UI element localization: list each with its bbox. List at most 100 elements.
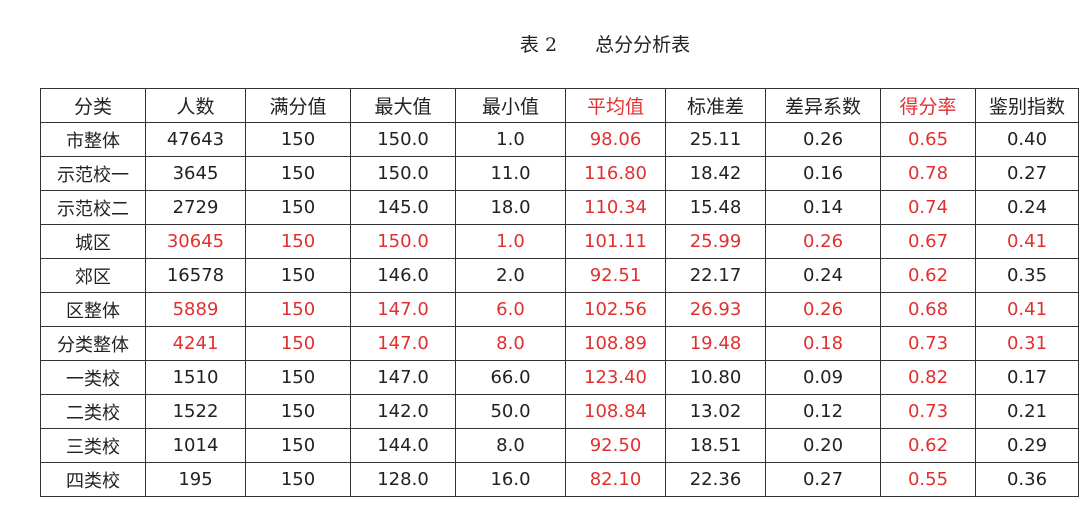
header-cell: 满分值 xyxy=(245,88,351,123)
cell: 147.0 xyxy=(350,326,456,361)
cell: 150 xyxy=(245,190,351,225)
cell: 4241 xyxy=(145,326,246,361)
table-row: 二类校 1522 150 142.0 50.0 108.84 13.02 0.12 0.73 0.… xyxy=(40,394,1079,429)
cell: 0.26 xyxy=(765,122,881,157)
cell: 116.80 xyxy=(565,156,666,191)
cell: 0.65 xyxy=(880,122,976,157)
cell: 195 xyxy=(145,462,246,497)
table-row: 区整体 5889 150 147.0 6.0 102.56 26.93 0.26 0.68 0.4… xyxy=(40,292,1079,327)
cell: 30645 xyxy=(145,224,246,259)
cell: 16.0 xyxy=(455,462,566,497)
cell: 150 xyxy=(245,156,351,191)
caption: 表 2 总分分析表 xyxy=(0,30,1080,57)
cell: 101.11 xyxy=(565,224,666,259)
header-cell: 标准差 xyxy=(665,88,766,123)
row-label: 三类校 xyxy=(40,428,146,463)
header-cell: 分类 xyxy=(40,88,146,123)
cell: 102.56 xyxy=(565,292,666,327)
row-label: 示范校一 xyxy=(40,156,146,191)
cell: 92.51 xyxy=(565,258,666,293)
cell: 150.0 xyxy=(350,224,456,259)
cell: 2.0 xyxy=(455,258,566,293)
cell: 150.0 xyxy=(350,122,456,157)
cell: 92.50 xyxy=(565,428,666,463)
cell: 18.0 xyxy=(455,190,566,225)
cell: 150 xyxy=(245,326,351,361)
cell: 15.48 xyxy=(665,190,766,225)
row-label: 分类整体 xyxy=(40,326,146,361)
cell: 144.0 xyxy=(350,428,456,463)
cell: 1522 xyxy=(145,394,246,429)
cell: 147.0 xyxy=(350,292,456,327)
cell: 0.73 xyxy=(880,394,976,429)
cell: 150.0 xyxy=(350,156,456,191)
cell: 0.12 xyxy=(765,394,881,429)
table-row: 示范校一 3645 150 150.0 11.0 116.80 18.42 0.16 0.78 0… xyxy=(40,156,1079,191)
cell: 1510 xyxy=(145,360,246,395)
cell: 0.67 xyxy=(880,224,976,259)
cell: 1.0 xyxy=(455,224,566,259)
cell: 2729 xyxy=(145,190,246,225)
cell: 0.82 xyxy=(880,360,976,395)
table-row: 市整体 47643 150 150.0 1.0 98.06 25.11 0.26 0.65 0.4… xyxy=(40,122,1079,157)
cell: 1.0 xyxy=(455,122,566,157)
cell: 0.17 xyxy=(975,360,1079,395)
cell: 0.26 xyxy=(765,292,881,327)
cell: 0.41 xyxy=(975,224,1079,259)
cell: 0.24 xyxy=(765,258,881,293)
cell: 3645 xyxy=(145,156,246,191)
cell: 108.84 xyxy=(565,394,666,429)
cell: 50.0 xyxy=(455,394,566,429)
cell: 1014 xyxy=(145,428,246,463)
cell: 0.18 xyxy=(765,326,881,361)
cell: 82.10 xyxy=(565,462,666,497)
table-row: 分类整体 4241 150 147.0 8.0 108.89 19.48 0.18 0.73 0.… xyxy=(40,326,1079,361)
analysis-table: 分类 人数 满分值 最大值 最小值 平均值 标准差 差异系数 得分率 鉴别指数 市整体 47643 1… xyxy=(40,88,1079,497)
cell: 19.48 xyxy=(665,326,766,361)
cell: 0.41 xyxy=(975,292,1079,327)
row-label: 四类校 xyxy=(40,462,146,497)
cell: 22.17 xyxy=(665,258,766,293)
header-cell: 鉴别指数 xyxy=(975,88,1079,123)
cell: 123.40 xyxy=(565,360,666,395)
cell: 98.06 xyxy=(565,122,666,157)
cell: 0.35 xyxy=(975,258,1079,293)
cell: 147.0 xyxy=(350,360,456,395)
header-cell: 得分率 xyxy=(880,88,976,123)
cell: 150 xyxy=(245,360,351,395)
header-cell: 最小值 xyxy=(455,88,566,123)
table-row: 示范校二 2729 150 145.0 18.0 110.34 15.48 0.14 0.74 0… xyxy=(40,190,1079,225)
cell: 66.0 xyxy=(455,360,566,395)
cell: 0.29 xyxy=(975,428,1079,463)
table-row: 四类校 195 150 128.0 16.0 82.10 22.36 0.27 0.55 0.36 xyxy=(40,462,1079,497)
cell: 5889 xyxy=(145,292,246,327)
row-label: 一类校 xyxy=(40,360,146,395)
cell: 0.26 xyxy=(765,224,881,259)
table-row: 城区 30645 150 150.0 1.0 101.11 25.99 0.26 0.67 0.4… xyxy=(40,224,1079,259)
cell: 16578 xyxy=(145,258,246,293)
cell: 18.42 xyxy=(665,156,766,191)
cell: 0.36 xyxy=(975,462,1079,497)
cell: 150 xyxy=(245,122,351,157)
table-label: 表 2 xyxy=(519,34,558,56)
cell: 128.0 xyxy=(350,462,456,497)
cell: 8.0 xyxy=(455,326,566,361)
cell: 8.0 xyxy=(455,428,566,463)
cell: 150 xyxy=(245,462,351,497)
cell: 150 xyxy=(245,224,351,259)
table-row: 三类校 1014 150 144.0 8.0 92.50 18.51 0.20 0.62 0.29 xyxy=(40,428,1079,463)
table-body: 市整体 47643 150 150.0 1.0 98.06 25.11 0.26 0.65 0.4… xyxy=(40,122,1079,497)
header-cell: 平均值 xyxy=(565,88,666,123)
cell: 22.36 xyxy=(665,462,766,497)
cell: 145.0 xyxy=(350,190,456,225)
cell: 0.14 xyxy=(765,190,881,225)
table-title: 总分分析表 xyxy=(595,34,691,56)
cell: 0.78 xyxy=(880,156,976,191)
cell: 150 xyxy=(245,292,351,327)
cell: 0.74 xyxy=(880,190,976,225)
cell: 0.40 xyxy=(975,122,1079,157)
cell: 150 xyxy=(245,428,351,463)
cell: 0.24 xyxy=(975,190,1079,225)
cell: 0.20 xyxy=(765,428,881,463)
cell: 0.55 xyxy=(880,462,976,497)
